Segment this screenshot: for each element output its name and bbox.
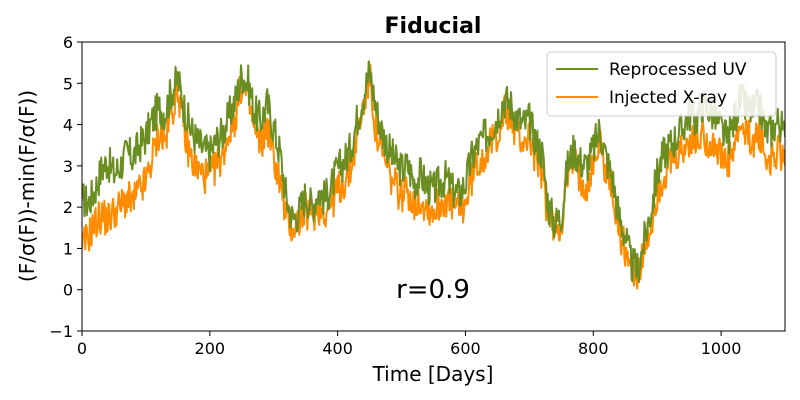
y-tick-label: 5 [63, 74, 73, 93]
x-axis: 0 200 400 600 800 1000 [77, 331, 742, 358]
y-tick-label: 4 [63, 116, 73, 135]
plot-frame [81, 41, 786, 332]
y-axis-label: (F/σ(F))-min(F/σ(F)) [15, 90, 39, 282]
y-tick-label: −1 [49, 322, 73, 341]
chart-title: Fiducial [385, 14, 482, 39]
legend-label: Reprocessed UV [609, 60, 747, 80]
y-tick-label: 0 [63, 281, 73, 300]
x-tick-label: 1000 [701, 339, 742, 358]
series-line-reprocessed-uv [82, 60, 785, 284]
annotation-r: r=0.9 [396, 275, 470, 305]
legend-box [546, 51, 777, 117]
x-tick-label: 800 [578, 339, 609, 358]
series-layer [82, 60, 785, 290]
legend-label: Injected X-ray [609, 88, 727, 108]
y-tick-label: 1 [63, 239, 73, 258]
x-axis-label: Time [Days] [372, 362, 494, 386]
x-tick-label: 400 [322, 339, 353, 358]
x-tick-label: 600 [450, 339, 481, 358]
y-tick-label: 2 [63, 198, 73, 217]
y-tick-label: 3 [63, 157, 73, 176]
x-tick-label: 200 [195, 339, 226, 358]
x-tick-label: 0 [77, 339, 87, 358]
legend: Reprocessed UV Injected X-ray [546, 51, 777, 117]
y-axis: −1 0 1 2 3 4 5 6 [49, 33, 82, 341]
y-tick-label: 6 [63, 33, 73, 52]
